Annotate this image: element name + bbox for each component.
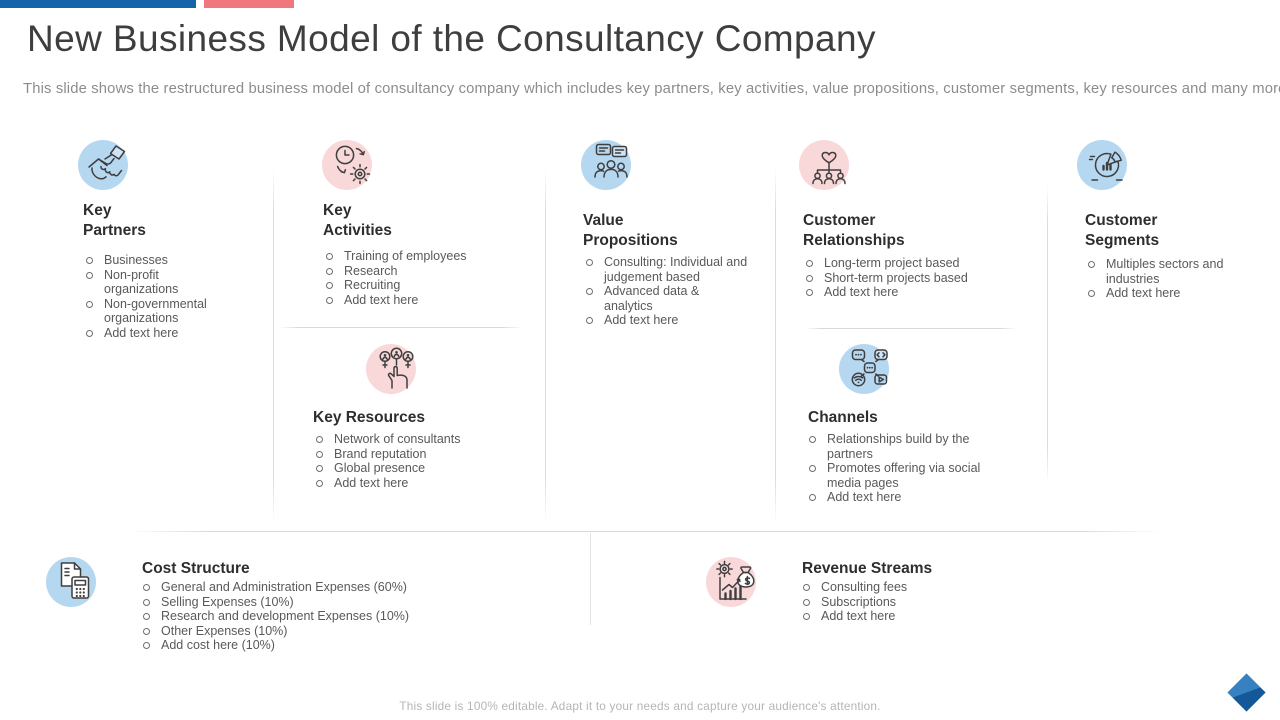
list-item: Brand reputation	[313, 447, 474, 462]
consultant-network-hand-icon	[366, 344, 416, 394]
column-divider	[775, 168, 776, 523]
list-item: Add text here	[800, 609, 981, 624]
handshake-icon	[78, 140, 128, 190]
list-item: Selling Expenses (10%)	[140, 595, 440, 610]
list-item: Promotes offering via social media pages	[806, 461, 992, 490]
list-item: Add text here	[803, 285, 984, 300]
list-item: Advanced data & analytics	[583, 284, 751, 313]
cost-revenue-divider	[590, 533, 591, 625]
section-list-channels: Relationships build by the partners Prom…	[806, 432, 992, 505]
list-item: Non-governmental organizations	[83, 297, 215, 326]
list-item: Add text here	[323, 293, 488, 308]
clock-gear-icon	[322, 140, 372, 190]
list-item: Short-term projects based	[803, 271, 984, 286]
list-item: General and Administration Expenses (60%…	[140, 580, 440, 595]
list-item: Network of consultants	[313, 432, 474, 447]
list-item: Consulting fees	[800, 580, 981, 595]
section-title-revenue-streams: Revenue Streams	[802, 560, 933, 577]
section-title-cost-structure: Cost Structure	[142, 560, 250, 577]
row-divider	[805, 328, 1017, 329]
relationship-network-icon	[799, 140, 849, 190]
section-title-customer-relationships: Customer Relationships	[803, 212, 905, 249]
page-subtitle: This slide shows the restructured busine…	[23, 81, 1280, 97]
list-item: Add text here	[313, 476, 474, 491]
row-divider	[280, 327, 522, 328]
editable-note: This slide is 100% editable. Adapt it to…	[399, 699, 881, 713]
section-list-value-propositions: Consulting: Individual and judgement bas…	[583, 255, 751, 328]
list-item: Businesses	[83, 253, 215, 268]
list-item: Other Expenses (10%)	[140, 624, 440, 639]
section-list-key-partners: Businesses Non-profit organizations Non-…	[83, 253, 215, 341]
connected-channels-icon	[839, 344, 889, 394]
section-list-key-activities: Training of employees Research Recruitin…	[323, 249, 488, 307]
list-item: Consulting: Individual and judgement bas…	[583, 255, 751, 284]
revenue-growth-icon	[706, 557, 756, 607]
section-title-customer-segments: Customer Segments	[1085, 212, 1160, 249]
list-item: Relationships build by the partners	[806, 432, 992, 461]
list-item: Research and development Expenses (10%)	[140, 609, 440, 624]
top-accent-bar-blue	[0, 0, 196, 8]
list-item: Non-profit organizations	[83, 268, 215, 297]
section-list-revenue-streams: Consulting fees Subscriptions Add text h…	[800, 580, 981, 624]
section-list-customer-relationships: Long-term project based Short-term proje…	[803, 256, 984, 300]
column-divider	[273, 168, 274, 523]
list-item: Add text here	[1085, 286, 1234, 301]
section-list-cost-structure: General and Administration Expenses (60%…	[140, 580, 440, 653]
section-list-key-resources: Network of consultants Brand reputation …	[313, 432, 474, 490]
list-item: Research	[323, 264, 488, 279]
list-item: Add text here	[583, 313, 751, 328]
list-item: Long-term project based	[803, 256, 984, 271]
invoice-calculator-icon	[46, 557, 96, 607]
section-title-key-activities: Key Activities	[323, 202, 392, 239]
page-title: New Business Model of the Consultancy Co…	[27, 18, 876, 59]
section-title-value-propositions: Value Propositions	[583, 212, 678, 249]
section-list-customer-segments: Multiples sectors and industries Add tex…	[1085, 257, 1234, 301]
top-accent-bar-pink	[204, 0, 294, 8]
list-item: Add text here	[806, 490, 992, 505]
list-item: Add cost here (10%)	[140, 638, 440, 653]
column-divider	[1047, 185, 1048, 485]
people-discussion-icon	[581, 140, 631, 190]
bottom-section-divider	[128, 531, 1163, 532]
section-title-key-partners: Key Partners	[83, 202, 146, 239]
list-item: Subscriptions	[800, 595, 981, 610]
list-item: Add text here	[83, 326, 215, 341]
list-item: Training of employees	[323, 249, 488, 264]
section-title-channels: Channels	[808, 409, 878, 426]
list-item: Recruiting	[323, 278, 488, 293]
list-item: Global presence	[313, 461, 474, 476]
section-title-key-resources: Key Resources	[313, 409, 426, 426]
column-divider	[545, 168, 546, 523]
segment-pie-chart-icon	[1077, 140, 1127, 190]
list-item: Multiples sectors and industries	[1085, 257, 1234, 286]
